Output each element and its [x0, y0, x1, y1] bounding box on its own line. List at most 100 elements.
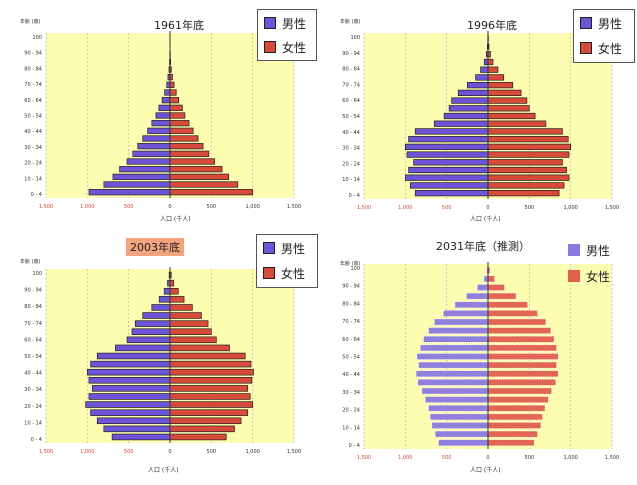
male-swatch [263, 242, 275, 254]
age-tick-label: 100 [350, 266, 360, 272]
female-bar [169, 181, 239, 188]
male-swatch [264, 17, 276, 29]
age-tick-label: 10 - 14 [342, 425, 360, 431]
chart-2031: 2031年底（推測） 年齢 (歳) 100 90 - 94 80 - 84 70 - … [318, 228, 637, 485]
chart-1996: 1996年底 年齢 (歳) 100 90 - 94 80 - 84 70 - 74 60… [318, 0, 637, 228]
age-axis-header: 年齢 (歳) [340, 19, 361, 25]
female-bar [169, 189, 254, 196]
age-tick-label: 10 - 14 [342, 177, 360, 183]
x-tick-label: 1,500 [605, 205, 619, 211]
female-bar [487, 105, 530, 112]
male-bar [415, 370, 489, 378]
female-bar [169, 328, 212, 335]
age-tick-label: 20 - 24 [342, 408, 360, 414]
x-tick-label: 1,500 [605, 455, 619, 461]
female-bar [487, 284, 505, 292]
female-bar [169, 112, 186, 119]
age-tick-label: 40 - 44 [342, 130, 360, 136]
x-tick-label: 500 [207, 449, 217, 455]
legend: 男性 女性 [562, 236, 634, 292]
x-tick-label: 1,000 [398, 455, 412, 461]
age-tick-label: 30 - 34 [24, 387, 42, 393]
x-tick-label: 1,000 [80, 204, 94, 210]
pyramid-svg: 100 90 - 94 80 - 84 70 - 74 60 - 64 50 - 54 40… [24, 267, 301, 455]
x-tick-label: 1,000 [246, 449, 260, 455]
male-bar [142, 135, 171, 142]
female-bar [487, 143, 572, 150]
age-tick-label: 40 - 44 [342, 372, 360, 378]
female-bar [169, 393, 251, 400]
female-bar [487, 58, 494, 66]
male-bar [443, 309, 489, 317]
age-tick-label: 0 - 4 [31, 192, 42, 198]
legend-male: 男性 [282, 16, 307, 31]
female-bar [487, 275, 495, 283]
male-bar [423, 335, 489, 343]
female-bar [169, 296, 185, 303]
male-bar [85, 401, 171, 408]
male-bar [132, 150, 171, 157]
male-bar [126, 158, 171, 165]
age-tick-label: 30 - 34 [342, 146, 360, 152]
x-tick-label: 1,500 [287, 204, 301, 210]
female-bar [487, 309, 538, 317]
x-tick-label: 500 [525, 205, 535, 211]
age-tick-label: 10 - 14 [24, 420, 42, 426]
female-bar [169, 368, 254, 376]
male-bar [433, 318, 489, 326]
female-bar [487, 190, 560, 197]
legend: 男性 女性 [257, 9, 317, 61]
male-bar [103, 181, 171, 188]
female-bar [169, 312, 202, 319]
x-tick-label: 1,500 [39, 449, 53, 455]
legend-male: 男性 [598, 16, 623, 31]
female-bar [169, 417, 242, 425]
female-bar [169, 320, 209, 327]
male-bar [161, 97, 171, 104]
female-bar [487, 151, 570, 158]
male-bar [418, 361, 489, 369]
male-bar [431, 421, 489, 429]
x-tick-label: 500 [442, 455, 452, 461]
age-tick-label: 50 - 54 [24, 114, 42, 120]
female-bar [487, 89, 522, 96]
female-bar [487, 318, 547, 326]
legend-male: 男性 [586, 243, 611, 258]
female-swatch [264, 41, 276, 53]
female-bar [169, 89, 177, 96]
female-swatch [568, 270, 580, 282]
x-tick-label: 0 [168, 204, 171, 210]
male-bar [155, 112, 171, 119]
male-bar [483, 275, 489, 283]
female-bar [487, 396, 549, 404]
legend: 男性 女性 [573, 9, 635, 63]
female-bar [487, 159, 563, 166]
age-tick-label: 100 [350, 35, 360, 41]
chart-title: 1996年底 [467, 19, 517, 32]
female-bar [169, 287, 179, 295]
female-bar [487, 128, 563, 135]
x-tick-label: 500 [207, 204, 217, 210]
male-bar [476, 284, 489, 292]
male-bar [158, 104, 171, 111]
male-bar [466, 292, 489, 300]
female-bar [487, 370, 559, 378]
x-tick-label: 1,000 [398, 205, 412, 211]
female-bar [487, 112, 536, 120]
male-bar [151, 120, 171, 127]
male-bar [103, 425, 171, 433]
female-bar [487, 344, 557, 352]
male-bar [414, 128, 489, 135]
female-bar [169, 120, 190, 127]
male-bar [96, 417, 171, 425]
female-bar [169, 135, 199, 142]
male-bar [409, 182, 489, 189]
male-bar [126, 336, 171, 344]
male-bar [112, 173, 171, 180]
age-tick-label: 80 - 84 [24, 304, 42, 310]
age-tick-label: 50 - 54 [342, 114, 360, 120]
female-bar [487, 66, 499, 73]
female-bar [169, 97, 180, 104]
age-tick-label: 40 - 44 [24, 371, 42, 377]
age-tick-label: 60 - 64 [24, 98, 42, 104]
